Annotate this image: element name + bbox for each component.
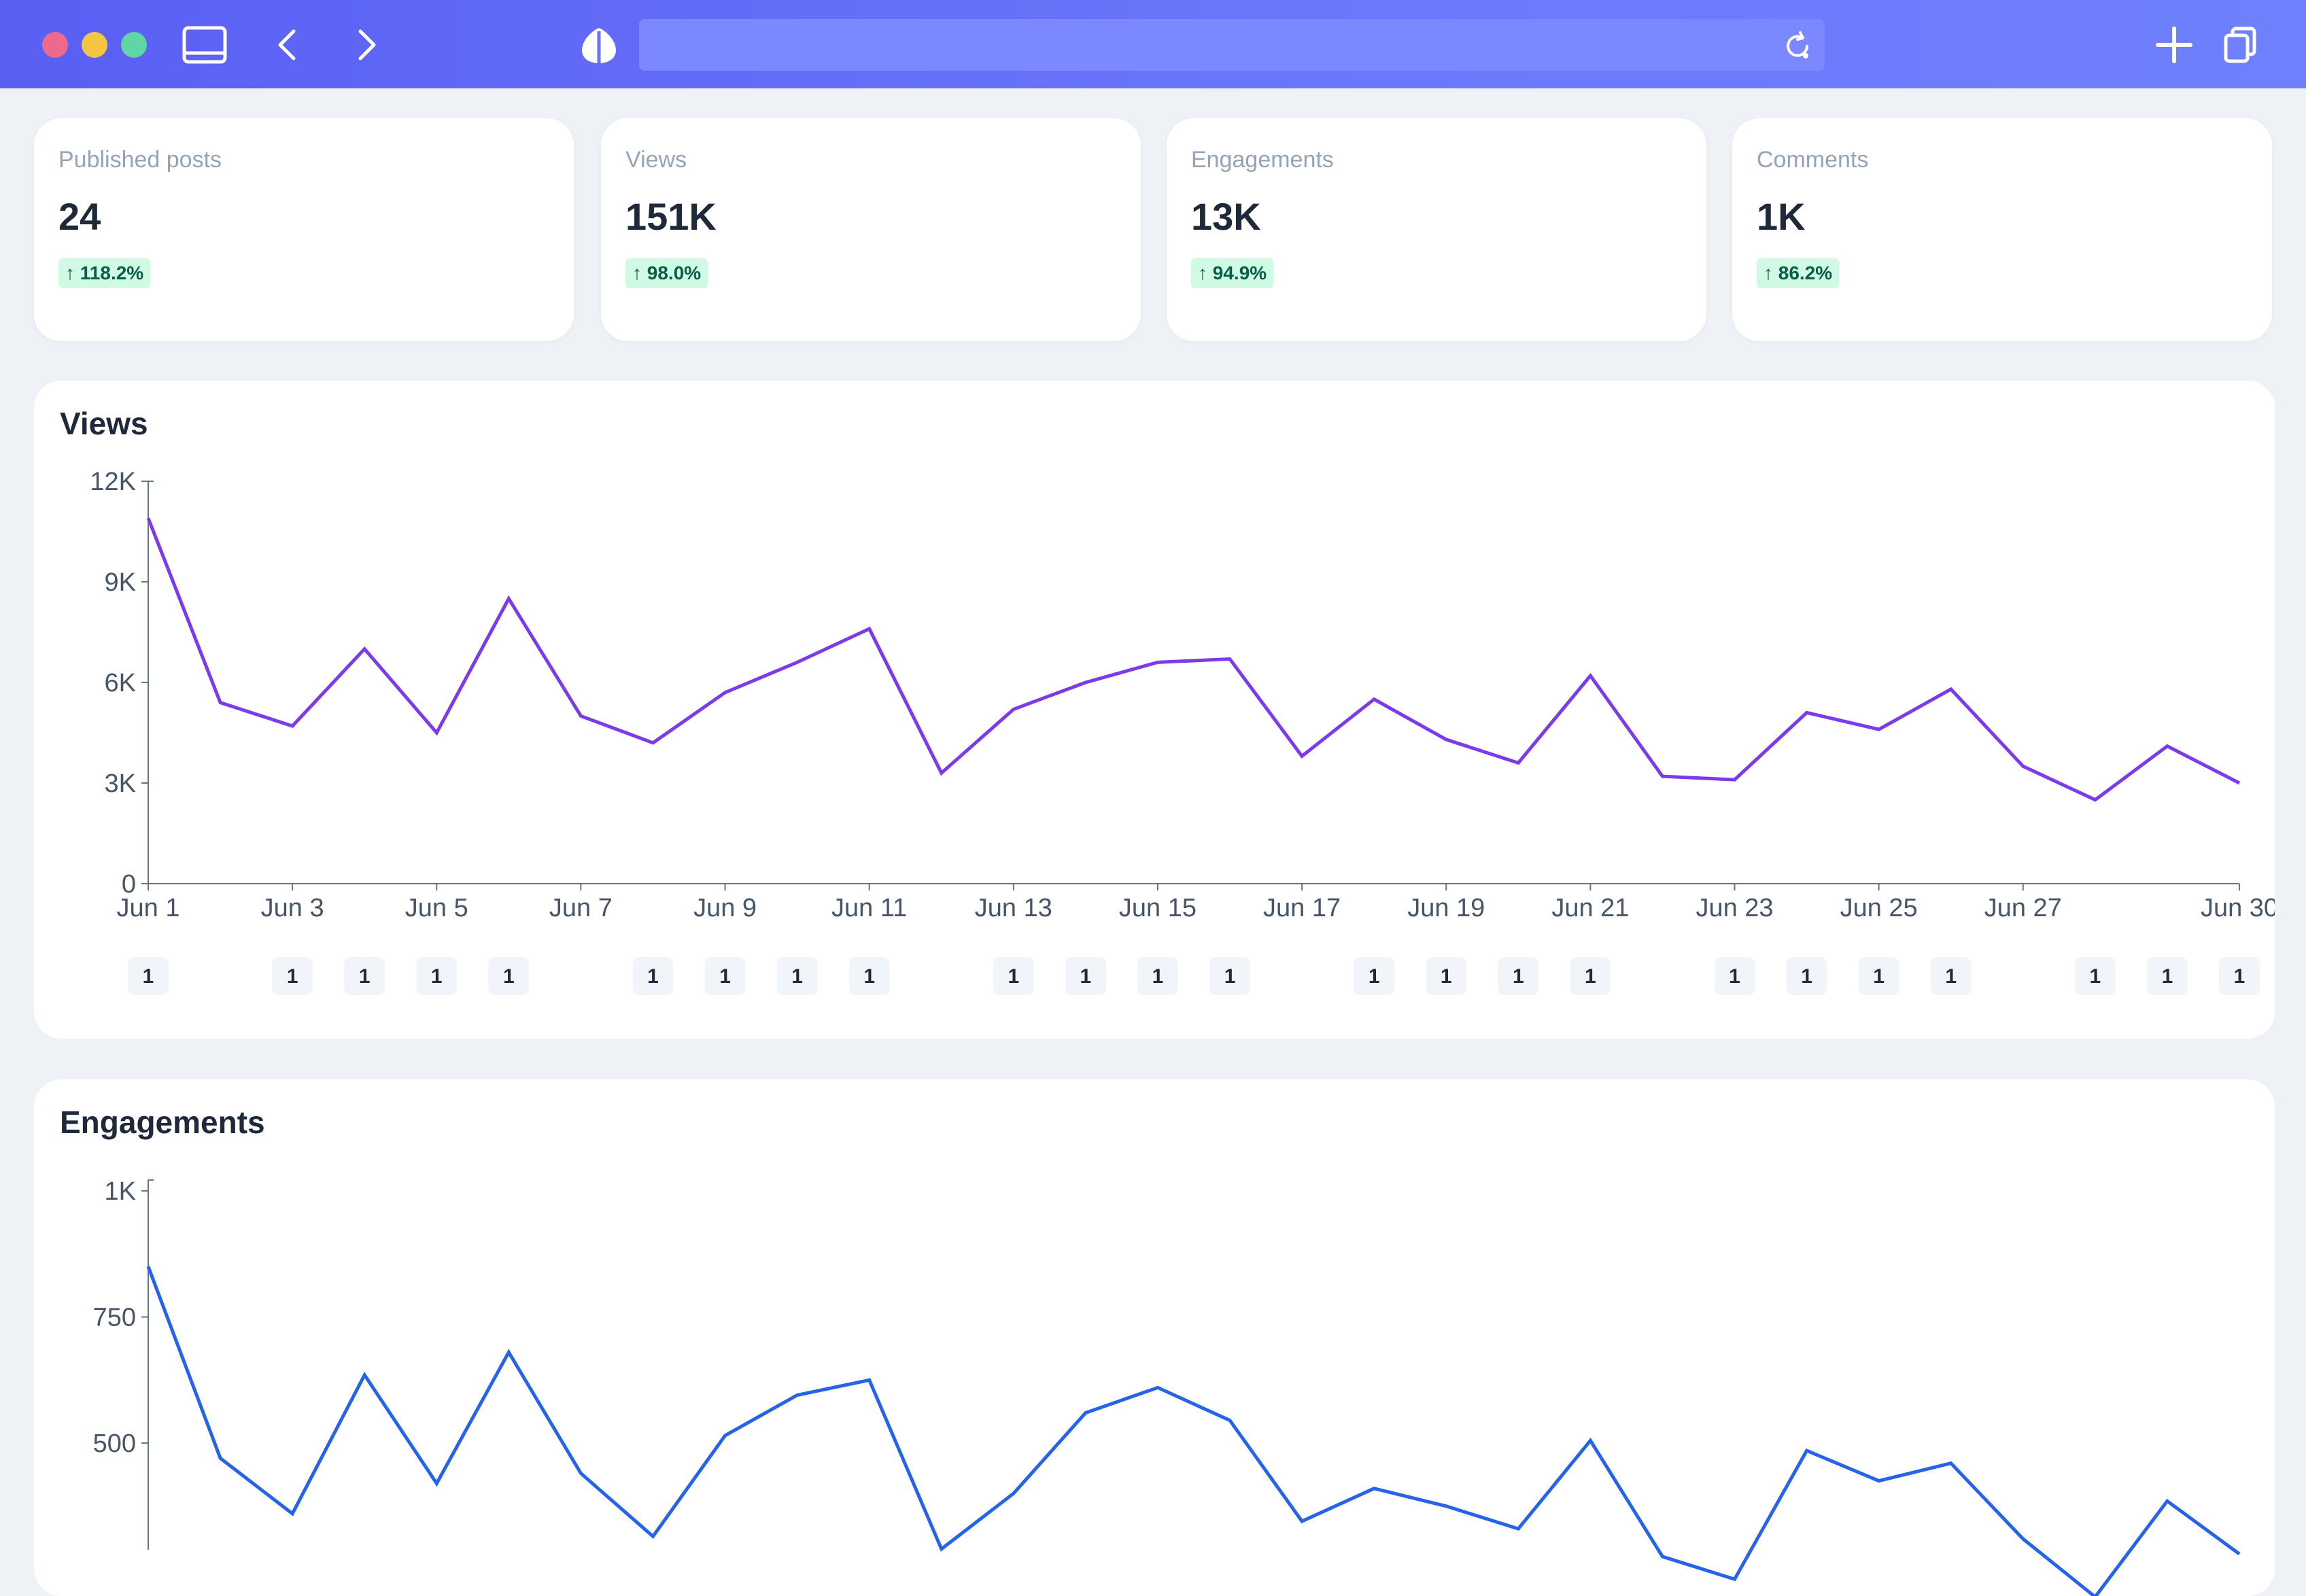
post-count-label: 1 [1945,965,1957,988]
stat-delta-badge: ↑ 94.9% [1191,258,1273,288]
y-tick-label: 3K [105,769,136,798]
post-count-label: 1 [143,965,154,988]
browser-toolbar [0,0,2306,88]
y-tick-label: 12K [90,468,136,496]
y-tick-label: 9K [105,568,136,597]
y-tick-label: 1K [105,1177,136,1206]
post-count-label: 1 [719,965,731,988]
x-tick-label: Jun 15 [1119,894,1197,922]
post-count-label: 1 [1873,965,1885,988]
x-tick-label: Jun 3 [261,894,324,922]
stat-value: 24 [58,194,101,239]
back-icon[interactable] [275,29,299,61]
y-tick-label: 6K [105,669,136,697]
post-count-label: 1 [791,965,803,988]
minimize-window-button[interactable] [82,32,107,58]
x-tick-label: Jun 7 [549,894,613,922]
stat-value: 1K [1757,194,1806,239]
post-count-label: 1 [503,965,515,988]
y-tick-label: 750 [93,1304,136,1332]
post-count-label: 1 [863,965,875,988]
app-logo-icon [579,26,619,65]
post-count-label: 1 [2234,965,2245,988]
stat-value: 151K [625,194,717,239]
stat-label: Comments [1757,147,1868,173]
stat-card-views: Views 151K ↑ 98.0% [601,118,1141,341]
stat-delta-badge: ↑ 86.2% [1757,258,1839,288]
stat-label: Views [625,147,687,173]
stat-value: 13K [1191,194,1261,239]
stat-card-engagements: Engagements 13K ↑ 94.9% [1167,118,1706,341]
stat-label: Engagements [1191,147,1334,173]
stat-delta-badge: ↑ 98.0% [625,258,708,288]
x-tick-label: Jun 11 [831,894,907,922]
post-count-label: 1 [359,965,371,988]
x-tick-label: Jun 25 [1840,894,1918,922]
new-tab-icon[interactable] [2155,26,2193,64]
y-tick-label: 500 [93,1429,136,1458]
post-count-label: 1 [1513,965,1524,988]
x-tick-label: Jun 30 [2201,894,2275,922]
post-count-label: 1 [1152,965,1164,988]
post-count-label: 1 [647,965,659,988]
engagements-line-chart: 500 750 1K [34,1079,2275,1596]
x-tick-label: Jun 1 [117,894,180,922]
forward-icon[interactable] [355,29,379,61]
stat-card-comments: Comments 1K ↑ 86.2% [1732,118,2272,341]
post-count-label: 1 [1080,965,1092,988]
post-count-label: 1 [2162,965,2173,988]
stat-delta-badge: ↑ 118.2% [58,258,150,288]
reload-icon[interactable] [1781,30,1814,63]
post-count-label: 1 [1585,965,1596,988]
tabs-overview-icon[interactable] [2223,26,2257,64]
post-count-label: 1 [1441,965,1452,988]
series-line [148,518,2239,799]
x-tick-label: Jun 9 [693,894,757,922]
x-tick-label: Jun 23 [1696,894,1773,922]
post-count-label: 1 [1224,965,1236,988]
close-window-button[interactable] [42,32,68,58]
x-tick-label: Jun 17 [1263,894,1341,922]
address-bar[interactable] [639,19,1825,71]
maximize-window-button[interactable] [121,32,147,58]
x-tick-label: Jun 13 [975,894,1052,922]
x-tick-label: Jun 21 [1551,894,1629,922]
x-tick-label: Jun 19 [1407,894,1485,922]
post-count-label: 1 [2090,965,2101,988]
sidebar-icon[interactable] [182,26,227,64]
x-tick-label: Jun 27 [1984,894,2062,922]
series-line [148,1266,2239,1596]
post-count-label: 1 [1369,965,1380,988]
post-count-label: 1 [1801,965,1812,988]
stat-card-published-posts: Published posts 24 ↑ 118.2% [34,118,574,341]
post-count-label: 1 [431,965,443,988]
x-tick-label: Jun 5 [405,894,468,922]
stat-label: Published posts [58,147,222,173]
post-count-label: 1 [1008,965,1019,988]
post-count-label: 1 [287,965,298,988]
post-count-label: 1 [1729,965,1740,988]
